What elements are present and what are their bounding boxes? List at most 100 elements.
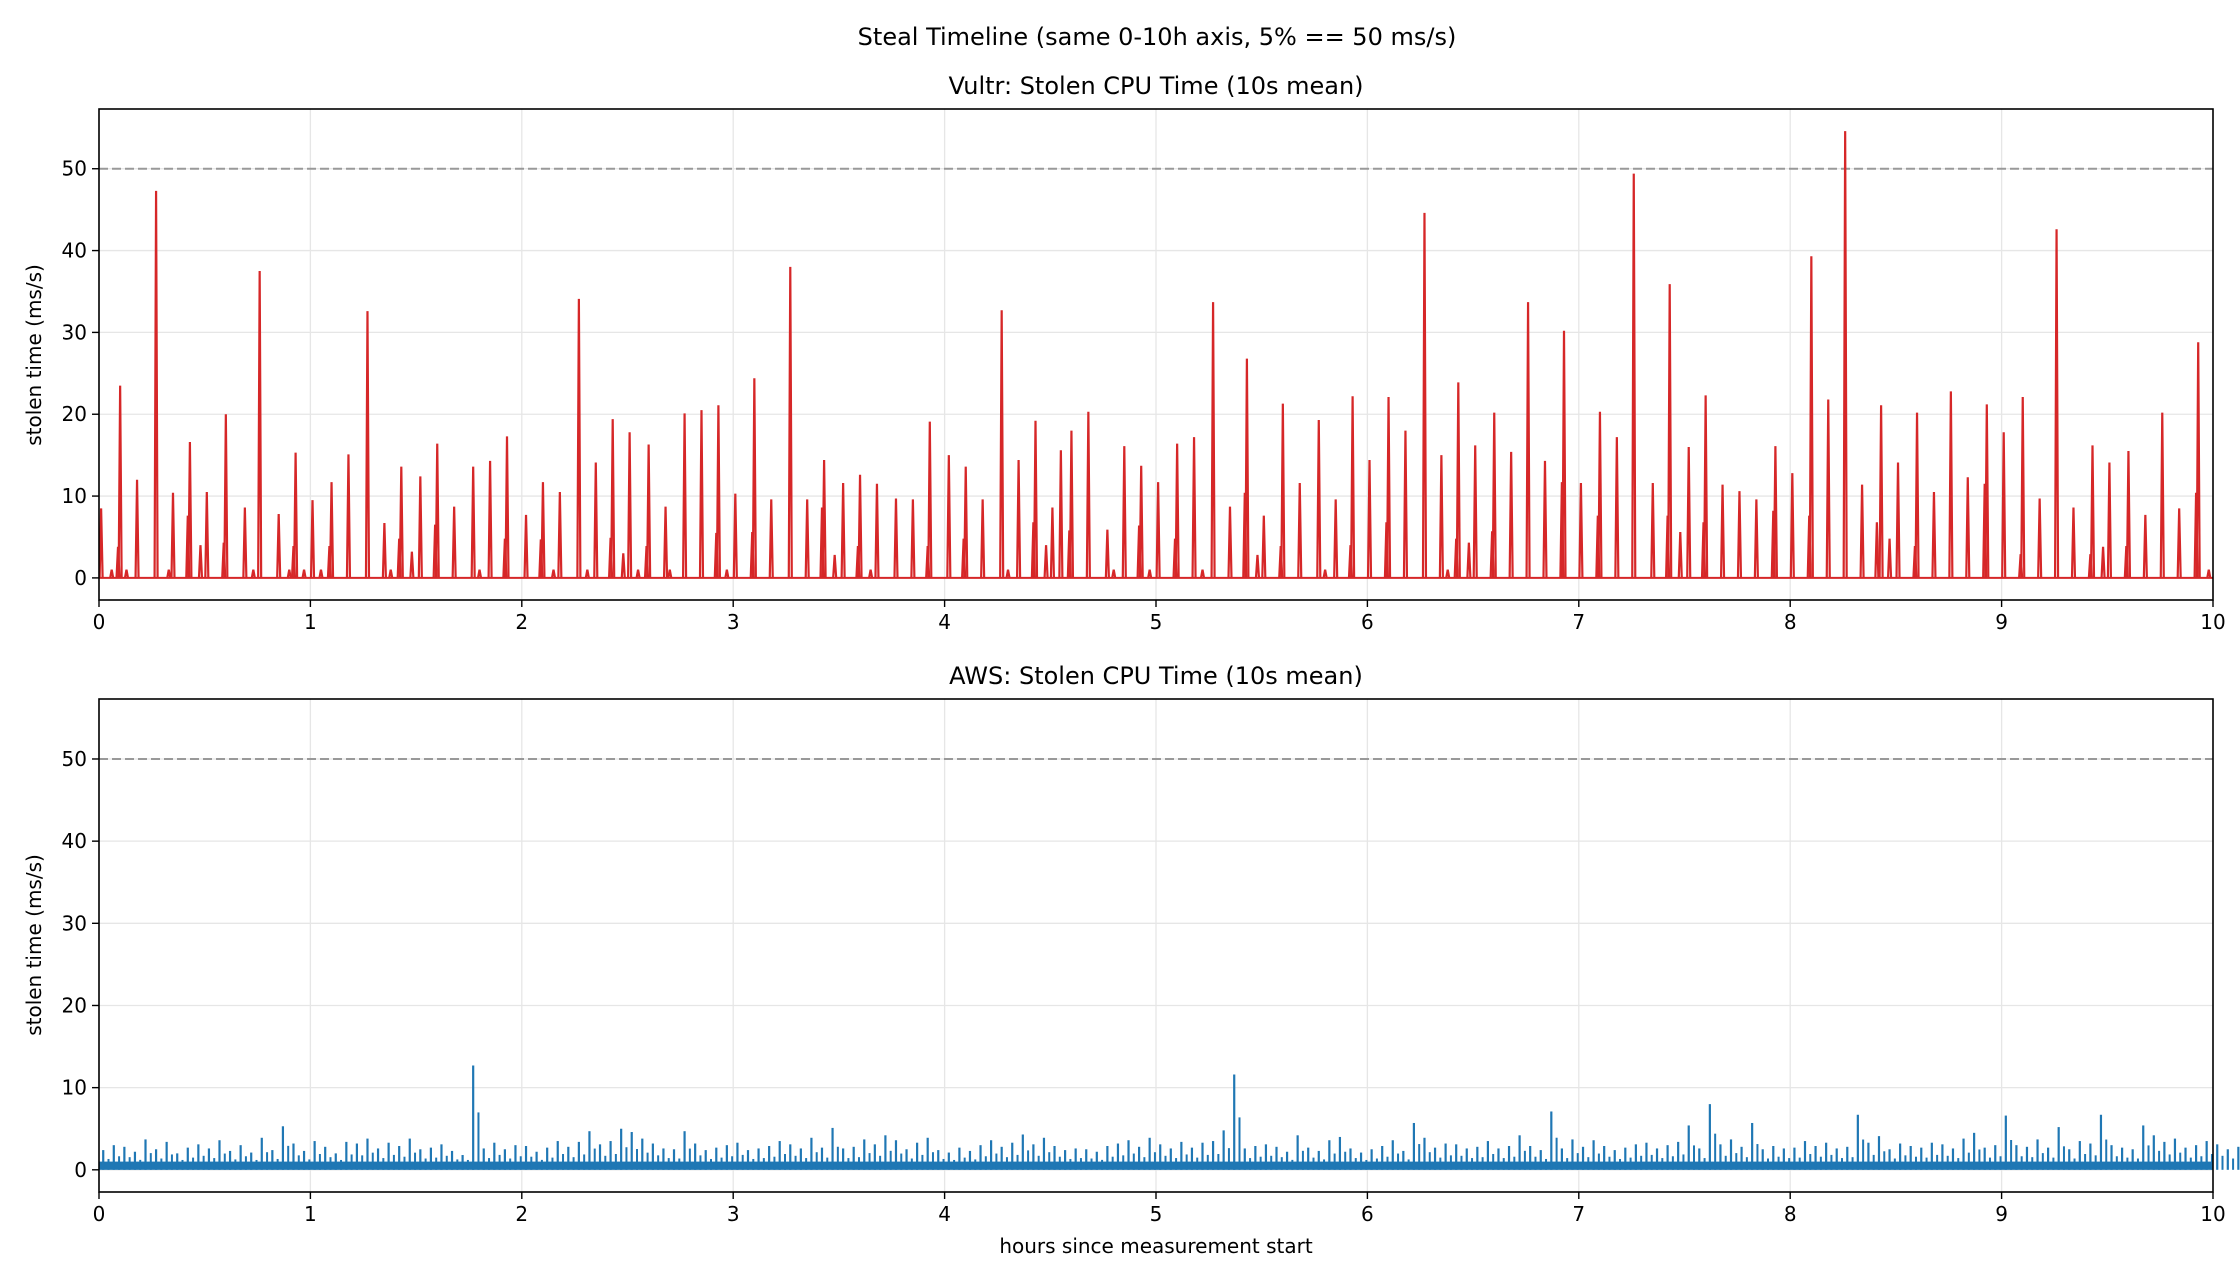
vultr-spike xyxy=(1111,569,1117,579)
vultr-spike xyxy=(646,444,652,578)
vultr-spike xyxy=(166,569,172,579)
vultr-y-tick-label: 20 xyxy=(62,402,87,426)
vultr-spike xyxy=(1631,173,1637,578)
vultr-spike xyxy=(946,455,952,578)
vultr-spike xyxy=(286,569,292,579)
vultr-spike xyxy=(1043,545,1049,578)
vultr-spike xyxy=(963,466,969,578)
vultr-spike xyxy=(2100,546,2106,578)
vultr-spike xyxy=(1542,460,1548,578)
vultr-spike xyxy=(980,499,986,578)
vultr-spike xyxy=(1753,499,1759,578)
vultr-x-tick-label: 2 xyxy=(515,610,528,634)
vultr-spike xyxy=(309,500,316,578)
aws-y-tick-label: 0 xyxy=(74,1158,87,1182)
vultr-spike xyxy=(1650,482,1656,578)
vultr-spike xyxy=(242,507,248,578)
vultr-spike xyxy=(1244,358,1250,578)
vultr-spike xyxy=(1385,397,1392,578)
aws-x-tick-label: 9 xyxy=(1995,1202,2008,1226)
aws-y-tick-label: 20 xyxy=(62,993,87,1017)
vultr-spike xyxy=(134,479,140,578)
vultr-spike xyxy=(487,460,493,578)
aws-series xyxy=(99,1065,2240,1170)
vultr-x-tick-label: 9 xyxy=(1995,610,2008,634)
vultr-spike xyxy=(832,554,838,578)
vultr-spike xyxy=(1895,462,1901,578)
aws-y-tick-label: 40 xyxy=(62,829,87,853)
vultr-spike xyxy=(2125,451,2132,578)
vultr-spike xyxy=(98,508,104,578)
vultr-spike xyxy=(1578,482,1584,578)
vultr-spike xyxy=(874,483,880,578)
vultr-spike xyxy=(868,569,874,579)
vultr-spike xyxy=(1015,460,1022,578)
vultr-spike xyxy=(301,569,307,579)
vultr-spike xyxy=(1825,399,1831,578)
vultr-spike xyxy=(1842,131,1848,578)
vultr-spike xyxy=(328,482,335,578)
vultr-spike xyxy=(1948,391,1954,578)
vultr-spike xyxy=(840,482,846,578)
aws-subplot: AWS: Stolen CPU Time (10s mean) stolen t… xyxy=(22,662,2240,1258)
vultr-spike xyxy=(910,499,916,578)
aws-x-tick-label: 3 xyxy=(727,1202,740,1226)
vultr-spike xyxy=(593,462,599,578)
figure-title: Steal Timeline (same 0-10h axis, 5% == 5… xyxy=(858,23,1457,51)
aws-x-tick-label: 5 xyxy=(1150,1202,1163,1226)
vultr-spike xyxy=(2176,508,2182,578)
vultr-spike xyxy=(1965,477,1971,578)
vultr-spike xyxy=(434,443,440,578)
aws-x-tick-label: 7 xyxy=(1572,1202,1585,1226)
vultr-spike xyxy=(123,569,130,579)
aws-x-tick-label: 10 xyxy=(2200,1202,2225,1226)
vultr-spike xyxy=(223,414,229,578)
vultr-spike xyxy=(1491,412,1497,578)
vultr-spike xyxy=(1104,529,1110,578)
vultr-spike xyxy=(999,310,1005,578)
vultr-spike xyxy=(257,271,263,578)
vultr-spike xyxy=(1138,465,1144,578)
vultr-spike xyxy=(1350,396,1356,578)
vultr-spike xyxy=(667,569,673,579)
vultr-spike xyxy=(2195,342,2201,578)
vultr-x-tick-label: 6 xyxy=(1361,610,1374,634)
vultr-spike xyxy=(1719,484,1726,578)
vultr-spike xyxy=(1667,284,1673,578)
vultr-spike xyxy=(557,491,563,578)
vultr-spike xyxy=(109,569,115,579)
vultr-spike xyxy=(409,551,415,578)
vultr-spike xyxy=(821,460,827,578)
vultr-spike xyxy=(1686,446,1692,578)
aws-x-tick-label: 1 xyxy=(304,1202,317,1226)
vultr-spike xyxy=(1859,484,1865,578)
vultr-spike xyxy=(250,569,256,579)
vultr-spike xyxy=(153,190,159,578)
vultr-spike xyxy=(698,410,705,578)
vultr-spike xyxy=(1789,473,1795,578)
aws-noise-band xyxy=(99,1161,2213,1170)
vultr-spike xyxy=(197,545,204,578)
vultr-spike xyxy=(550,569,557,579)
vultr-spike xyxy=(523,514,529,578)
vultr-spike xyxy=(1508,451,1514,578)
vultr-spike xyxy=(364,311,371,578)
vultr-spike xyxy=(893,498,899,578)
vultr-x-tick-label: 10 xyxy=(2200,610,2225,634)
vultr-x-tick-label: 1 xyxy=(304,610,317,634)
vultr-spike xyxy=(1155,482,1161,578)
vultr-spike xyxy=(857,474,863,578)
vultr-spike xyxy=(1316,419,1322,578)
vultr-spike xyxy=(2053,229,2060,578)
vultr-spike xyxy=(1984,404,1990,578)
vultr-x-tick-label: 8 xyxy=(1784,610,1797,634)
vultr-spike xyxy=(620,553,626,578)
vultr-spike xyxy=(732,493,738,578)
vultr-spike xyxy=(1210,302,1216,578)
vultr-y-tick-label: 10 xyxy=(62,484,87,508)
vultr-spike xyxy=(1032,420,1039,578)
vultr-spike xyxy=(187,442,193,578)
vultr-spike xyxy=(1199,569,1206,579)
vultr-spike xyxy=(1227,506,1233,578)
vultr-spike xyxy=(1455,382,1461,578)
